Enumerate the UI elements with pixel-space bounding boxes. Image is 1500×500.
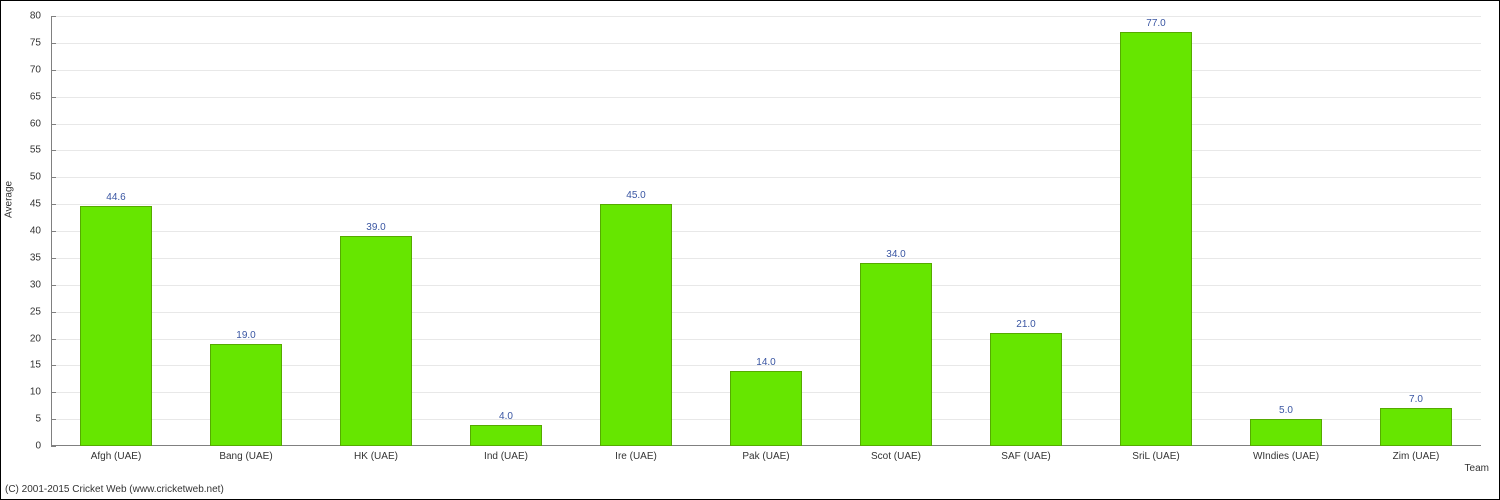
y-tick-label: 80 xyxy=(30,11,41,22)
x-tick-label: Scot (UAE) xyxy=(871,451,921,462)
y-tick xyxy=(51,419,56,420)
bar-value-label: 44.6 xyxy=(106,192,125,203)
y-tick xyxy=(51,177,56,178)
bar-value-label: 21.0 xyxy=(1016,319,1035,330)
bar-value-label: 5.0 xyxy=(1279,405,1293,416)
bar-value-label: 19.0 xyxy=(236,330,255,341)
y-tick-label: 20 xyxy=(30,333,41,344)
y-tick-label: 70 xyxy=(30,64,41,75)
y-axis-label: Average xyxy=(4,181,15,218)
y-tick xyxy=(51,204,56,205)
x-tick-label: Pak (UAE) xyxy=(742,451,789,462)
gridline xyxy=(51,285,1481,286)
gridline xyxy=(51,177,1481,178)
y-tick-label: 5 xyxy=(35,414,41,425)
y-tick xyxy=(51,97,56,98)
y-tick xyxy=(51,258,56,259)
bar-value-label: 39.0 xyxy=(366,222,385,233)
y-tick-label: 50 xyxy=(30,172,41,183)
bar-value-label: 77.0 xyxy=(1146,18,1165,29)
bar xyxy=(470,425,543,447)
y-tick-label: 35 xyxy=(30,252,41,263)
bar-value-label: 14.0 xyxy=(756,357,775,368)
y-tick xyxy=(51,339,56,340)
x-tick-label: HK (UAE) xyxy=(354,451,398,462)
x-tick-label: Bang (UAE) xyxy=(219,451,272,462)
x-tick-label: SAF (UAE) xyxy=(1001,451,1050,462)
x-tick-label: Ire (UAE) xyxy=(615,451,657,462)
gridline xyxy=(51,231,1481,232)
x-axis-label: Team xyxy=(1465,463,1489,474)
y-tick xyxy=(51,446,56,447)
gridline xyxy=(51,204,1481,205)
y-tick xyxy=(51,231,56,232)
y-tick-label: 65 xyxy=(30,91,41,102)
x-tick-label: Afgh (UAE) xyxy=(91,451,142,462)
y-tick xyxy=(51,16,56,17)
bar xyxy=(1380,408,1453,446)
y-tick xyxy=(51,124,56,125)
bar xyxy=(1250,419,1323,446)
gridline xyxy=(51,97,1481,98)
bar xyxy=(80,206,153,446)
x-tick-label: WIndies (UAE) xyxy=(1253,451,1319,462)
plot-area xyxy=(51,16,1481,446)
gridline xyxy=(51,339,1481,340)
y-tick xyxy=(51,150,56,151)
bar-value-label: 45.0 xyxy=(626,190,645,201)
bar-value-label: 4.0 xyxy=(499,411,513,422)
y-tick xyxy=(51,312,56,313)
bar xyxy=(210,344,283,446)
gridline xyxy=(51,124,1481,125)
y-tick-label: 25 xyxy=(30,306,41,317)
bar-value-label: 7.0 xyxy=(1409,394,1423,405)
y-tick-label: 60 xyxy=(30,118,41,129)
y-tick xyxy=(51,43,56,44)
bar-value-label: 34.0 xyxy=(886,249,905,260)
y-tick-label: 0 xyxy=(35,441,41,452)
x-tick-label: Zim (UAE) xyxy=(1393,451,1440,462)
gridline xyxy=(51,150,1481,151)
copyright-text: (C) 2001-2015 Cricket Web (www.cricketwe… xyxy=(5,484,224,495)
bar xyxy=(600,204,673,446)
y-tick-label: 10 xyxy=(30,387,41,398)
y-tick-label: 55 xyxy=(30,145,41,156)
y-tick xyxy=(51,70,56,71)
bar xyxy=(860,263,933,446)
bar xyxy=(990,333,1063,446)
y-tick-label: 40 xyxy=(30,226,41,237)
y-tick-label: 30 xyxy=(30,279,41,290)
y-tick xyxy=(51,365,56,366)
gridline xyxy=(51,258,1481,259)
y-tick xyxy=(51,285,56,286)
gridline xyxy=(51,70,1481,71)
y-tick-label: 45 xyxy=(30,199,41,210)
y-tick-label: 75 xyxy=(30,37,41,48)
chart-container: Average Team (C) 2001-2015 Cricket Web (… xyxy=(0,0,1500,500)
x-tick-label: Ind (UAE) xyxy=(484,451,528,462)
gridline xyxy=(51,16,1481,17)
gridline xyxy=(51,43,1481,44)
bar xyxy=(340,236,413,446)
gridline xyxy=(51,312,1481,313)
x-tick-label: SriL (UAE) xyxy=(1132,451,1179,462)
y-tick xyxy=(51,392,56,393)
bar xyxy=(1120,32,1193,446)
y-tick-label: 15 xyxy=(30,360,41,371)
bar xyxy=(730,371,803,446)
